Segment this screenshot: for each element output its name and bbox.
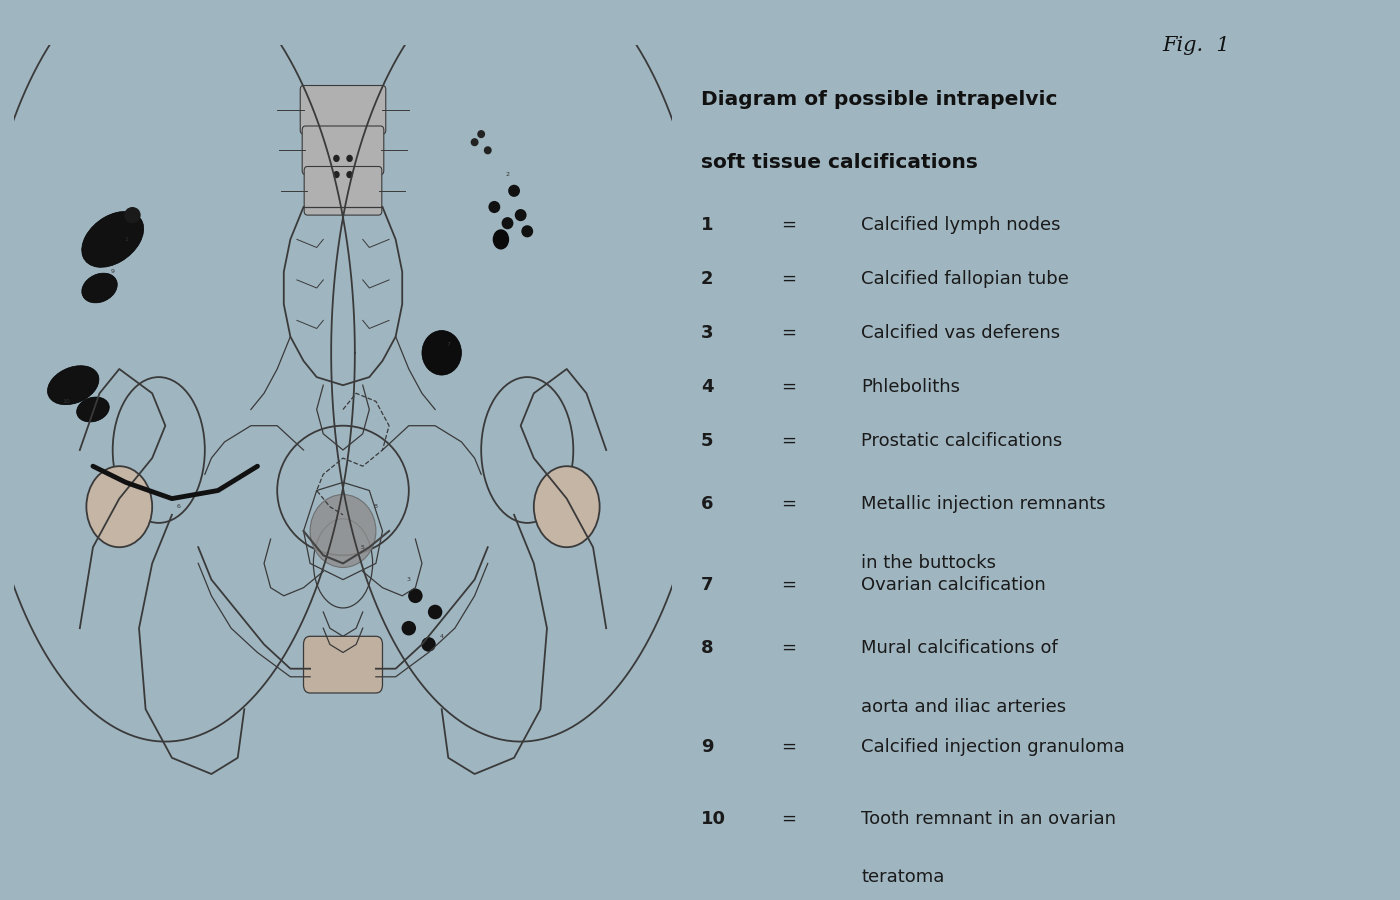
Text: 1: 1	[701, 216, 714, 234]
Text: aorta and iliac arteries: aorta and iliac arteries	[861, 698, 1067, 716]
Ellipse shape	[501, 217, 514, 230]
Text: Metallic injection remnants: Metallic injection remnants	[861, 495, 1106, 513]
Ellipse shape	[333, 155, 340, 162]
Text: =: =	[781, 216, 797, 234]
Text: 6: 6	[701, 495, 714, 513]
Ellipse shape	[508, 184, 519, 197]
Ellipse shape	[48, 365, 99, 405]
Text: =: =	[781, 738, 797, 756]
Ellipse shape	[521, 225, 533, 238]
Ellipse shape	[409, 589, 423, 603]
Ellipse shape	[346, 171, 353, 178]
Text: Mural calcifications of: Mural calcifications of	[861, 639, 1058, 657]
Text: Calcified injection granuloma: Calcified injection granuloma	[861, 738, 1126, 756]
Text: =: =	[781, 432, 797, 450]
Text: =: =	[781, 324, 797, 342]
Text: =: =	[781, 270, 797, 288]
Text: Ovarian calcification: Ovarian calcification	[861, 576, 1046, 594]
Text: 1: 1	[125, 237, 127, 242]
Text: Calcified fallopian tube: Calcified fallopian tube	[861, 270, 1070, 288]
Ellipse shape	[421, 330, 462, 375]
Text: =: =	[781, 810, 797, 828]
Text: Prostatic calcifications: Prostatic calcifications	[861, 432, 1063, 450]
Ellipse shape	[81, 273, 118, 303]
Ellipse shape	[311, 494, 375, 567]
Ellipse shape	[77, 397, 109, 422]
Ellipse shape	[470, 138, 479, 146]
Text: Phleboliths: Phleboliths	[861, 378, 960, 396]
Text: =: =	[781, 576, 797, 594]
Text: Tooth remnant in an ovarian: Tooth remnant in an ovarian	[861, 810, 1116, 828]
Text: =: =	[781, 639, 797, 657]
Ellipse shape	[125, 207, 140, 223]
Text: 4: 4	[701, 378, 714, 396]
Text: 9: 9	[111, 269, 115, 274]
Text: 3: 3	[407, 577, 410, 582]
FancyBboxPatch shape	[300, 86, 386, 134]
Text: 10: 10	[63, 399, 70, 404]
Text: in the buttocks: in the buttocks	[861, 554, 997, 572]
Text: 9: 9	[701, 738, 714, 756]
Ellipse shape	[533, 466, 599, 547]
Text: 8: 8	[701, 639, 714, 657]
Text: Calcified vas deferens: Calcified vas deferens	[861, 324, 1060, 342]
Text: 5: 5	[701, 432, 714, 450]
Ellipse shape	[477, 130, 486, 138]
Ellipse shape	[81, 212, 144, 267]
Text: 7: 7	[447, 342, 451, 347]
Text: 2: 2	[701, 270, 714, 288]
Text: Calcified lymph nodes: Calcified lymph nodes	[861, 216, 1061, 234]
Text: 7: 7	[701, 576, 714, 594]
Ellipse shape	[428, 605, 442, 619]
FancyBboxPatch shape	[304, 166, 382, 215]
Ellipse shape	[87, 466, 153, 547]
Text: Fig.  1: Fig. 1	[1162, 36, 1231, 55]
Ellipse shape	[515, 209, 526, 221]
Ellipse shape	[484, 146, 491, 154]
Ellipse shape	[493, 230, 510, 249]
Text: 8: 8	[374, 504, 378, 509]
Text: 6: 6	[176, 504, 181, 509]
Ellipse shape	[333, 171, 340, 178]
Text: 3: 3	[701, 324, 714, 342]
Text: soft tissue calcifications: soft tissue calcifications	[701, 153, 979, 172]
FancyBboxPatch shape	[304, 636, 382, 693]
Text: =: =	[781, 495, 797, 513]
Text: 4: 4	[440, 634, 444, 639]
Ellipse shape	[402, 621, 416, 635]
Ellipse shape	[421, 637, 435, 652]
Ellipse shape	[489, 201, 500, 213]
Ellipse shape	[346, 155, 353, 162]
Text: 5: 5	[361, 544, 364, 550]
Text: teratoma: teratoma	[861, 868, 945, 886]
Text: 10: 10	[701, 810, 727, 828]
FancyBboxPatch shape	[302, 126, 384, 175]
Text: 2: 2	[505, 172, 510, 177]
Text: =: =	[781, 378, 797, 396]
Text: Diagram of possible intrapelvic: Diagram of possible intrapelvic	[701, 90, 1057, 109]
